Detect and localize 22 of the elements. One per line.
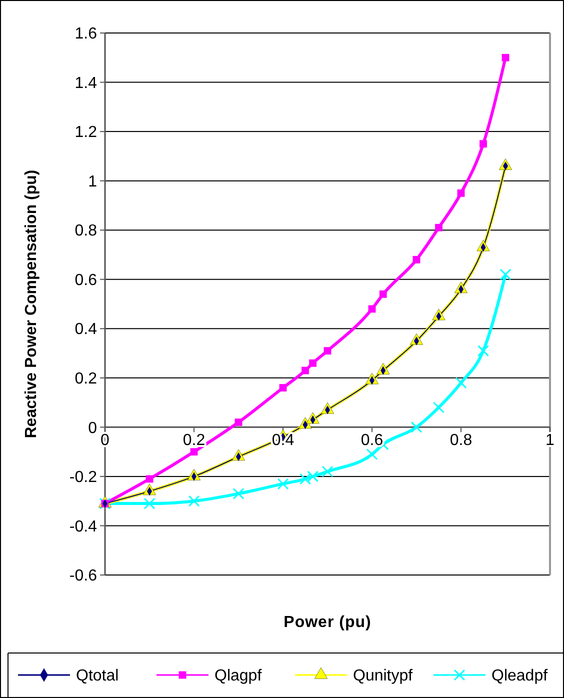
y-tick-label: -0.2 <box>69 469 98 486</box>
y-axis-title: Reactive Power Compensation (pu) <box>23 170 40 438</box>
legend-label: Qlagpf <box>214 668 262 685</box>
y-tick-label: 0.6 <box>74 272 98 289</box>
x-tick-label: 0.8 <box>450 432 472 450</box>
y-tick-label: -0.6 <box>69 568 98 585</box>
y-tick-label: 0.2 <box>74 370 98 388</box>
legend-label: Qtotal <box>76 668 119 685</box>
y-tick-label: -0.4 <box>69 518 98 536</box>
y-tick-label: 1.6 <box>74 26 98 43</box>
x-tick-label: 0.2 <box>182 432 206 450</box>
y-tick-label: 0.8 <box>74 222 98 240</box>
y-tick-label: 0.4 <box>74 321 98 338</box>
y-tick-label: 1.4 <box>74 74 98 92</box>
x-axis-title: Power (pu) <box>284 614 372 631</box>
y-tick-label: 0 <box>88 420 98 437</box>
y-tick-label: 1.2 <box>74 124 98 142</box>
x-tick-label: 1 <box>546 432 555 450</box>
legend-label: Qunitypf <box>353 668 414 685</box>
legend-label: Qleadpf <box>492 668 548 685</box>
y-tick-label: 1 <box>88 173 98 190</box>
x-tick-label: 0.6 <box>360 432 384 450</box>
